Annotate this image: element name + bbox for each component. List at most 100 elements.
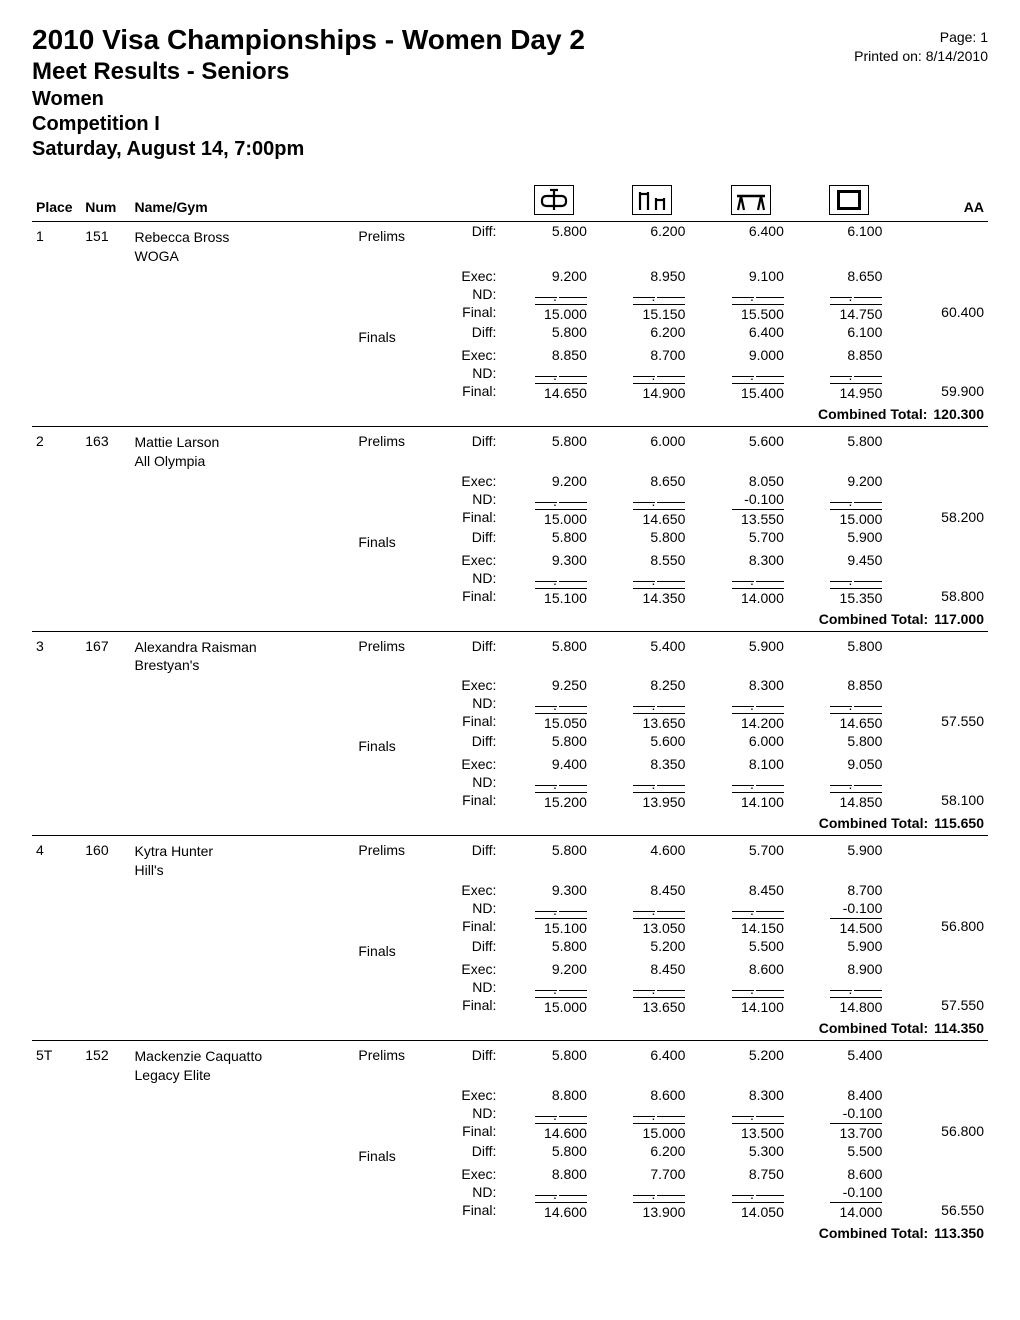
- nd-cell: .: [504, 773, 603, 791]
- col-num: Num: [81, 181, 130, 222]
- table-row: Exec:9.4008.3508.1009.050: [32, 755, 988, 773]
- table-header-row: Place Num Name/Gym: [32, 181, 988, 222]
- score-cell: 5.800: [504, 323, 603, 346]
- score-cell: 8.850: [504, 346, 603, 364]
- score-cell: 5.800: [504, 426, 603, 471]
- nd-cell: .: [701, 1104, 800, 1122]
- table-row: Final:15.00013.65014.10014.80057.550: [32, 996, 988, 1016]
- table-row: 4160Kytra HunterHill'sPrelimsDiff:5.8004…: [32, 836, 988, 881]
- nd-cell: .: [504, 569, 603, 587]
- aa-cell: [898, 1041, 988, 1086]
- aa-total: 58.200: [898, 508, 988, 528]
- score-cell: 15.050: [504, 712, 603, 732]
- aa-total: 57.550: [898, 712, 988, 732]
- score-cell: 8.700: [800, 881, 899, 899]
- score-cell: 5.900: [701, 631, 800, 676]
- header-left: 2010 Visa Championships - Women Day 2 Me…: [32, 24, 585, 163]
- table-row: ND:....: [32, 364, 988, 382]
- gym-name: WOGA: [135, 247, 351, 266]
- nd-cell: .: [701, 773, 800, 791]
- score-cell: 8.900: [800, 960, 899, 978]
- score-cell: 8.050: [701, 472, 800, 490]
- gymnast-name: Rebecca Bross: [135, 228, 351, 247]
- num-cell: 163: [81, 426, 130, 471]
- num-cell: 151: [81, 222, 130, 267]
- table-row: Exec:9.2008.4508.6008.900: [32, 960, 988, 978]
- score-cell: 15.000: [504, 508, 603, 528]
- rowlabel-nd: ND:: [442, 1183, 505, 1201]
- nd-cell: -0.100: [800, 899, 899, 917]
- score-cell: 5.800: [800, 732, 899, 755]
- score-cell: 5.800: [603, 528, 702, 551]
- score-cell: 8.800: [504, 1165, 603, 1183]
- col-vault: [504, 181, 603, 222]
- combined-total-row: Combined Total:113.350: [32, 1221, 988, 1245]
- score-cell: 5.800: [800, 426, 899, 471]
- rowlabel-exec: Exec:: [442, 346, 505, 364]
- col-place: Place: [32, 181, 81, 222]
- rowlabel-nd: ND:: [442, 490, 505, 508]
- score-cell: 9.000: [701, 346, 800, 364]
- score-cell: 8.550: [603, 551, 702, 569]
- score-cell: 15.500: [701, 303, 800, 323]
- score-cell: 9.250: [504, 676, 603, 694]
- score-cell: 5.700: [701, 836, 800, 881]
- table-row: Final:15.00015.15015.50014.75060.400: [32, 303, 988, 323]
- rowlabel-diff: Diff:: [442, 222, 505, 267]
- nd-cell: .: [603, 694, 702, 712]
- results-table: Place Num Name/Gym: [32, 181, 988, 1245]
- table-row: ND:....: [32, 773, 988, 791]
- nd-cell: .: [603, 364, 702, 382]
- score-cell: 15.150: [603, 303, 702, 323]
- score-cell: 14.100: [701, 791, 800, 811]
- rowlabel-final: Final:: [442, 917, 505, 937]
- name-cell: Mackenzie CaquattoLegacy Elite: [131, 1041, 355, 1086]
- rowlabel-final: Final:: [442, 712, 505, 732]
- table-row: Exec:9.3008.5508.3009.450: [32, 551, 988, 569]
- stage-cell: Finals: [354, 937, 441, 960]
- score-cell: 13.050: [603, 917, 702, 937]
- table-row: FinalsDiff:5.8005.2005.5005.900: [32, 937, 988, 960]
- uneven-bars-icon: [634, 186, 670, 214]
- rowlabel-exec: Exec:: [442, 267, 505, 285]
- name-cell: [131, 323, 355, 346]
- combined-total-label: Combined Total:: [819, 815, 928, 831]
- table-row: FinalsDiff:5.8006.2006.4006.100: [32, 323, 988, 346]
- rowlabel-final: Final:: [442, 382, 505, 402]
- num-cell: 152: [81, 1041, 130, 1086]
- col-floor: [800, 181, 899, 222]
- place-cell: 1: [32, 222, 81, 267]
- aa-total: 56.800: [898, 917, 988, 937]
- stage-cell: Prelims: [354, 631, 441, 676]
- name-cell: [131, 528, 355, 551]
- combined-total-label: Combined Total:: [819, 1020, 928, 1036]
- nd-cell: .: [701, 694, 800, 712]
- stage-cell: Prelims: [354, 836, 441, 881]
- aa-cell: [898, 836, 988, 881]
- rowlabel-diff: Diff:: [442, 1041, 505, 1086]
- score-cell: 8.450: [603, 960, 702, 978]
- score-cell: 8.450: [701, 881, 800, 899]
- score-cell: 6.200: [603, 222, 702, 267]
- score-cell: 8.850: [800, 346, 899, 364]
- score-cell: 14.900: [603, 382, 702, 402]
- score-cell: 6.400: [603, 1041, 702, 1086]
- rowlabel-diff: Diff:: [442, 732, 505, 755]
- score-cell: 8.300: [701, 1086, 800, 1104]
- rowlabel-final: Final:: [442, 996, 505, 1016]
- score-cell: 7.700: [603, 1165, 702, 1183]
- combined-total-value: 120.300: [933, 406, 984, 422]
- name-cell: Alexandra RaismanBrestyan's: [131, 631, 355, 676]
- score-cell: 15.000: [504, 303, 603, 323]
- score-cell: 9.450: [800, 551, 899, 569]
- table-row: Final:15.00014.65013.55015.00058.200: [32, 508, 988, 528]
- table-row: ND:...-0.100: [32, 899, 988, 917]
- rowlabel-exec: Exec:: [442, 960, 505, 978]
- score-cell: 13.500: [701, 1122, 800, 1142]
- table-row: Exec:9.2008.6508.0509.200: [32, 472, 988, 490]
- rowlabel-exec: Exec:: [442, 755, 505, 773]
- score-cell: 6.400: [701, 323, 800, 346]
- num-cell: [81, 1142, 130, 1165]
- score-cell: 5.800: [504, 1142, 603, 1165]
- score-cell: 8.600: [603, 1086, 702, 1104]
